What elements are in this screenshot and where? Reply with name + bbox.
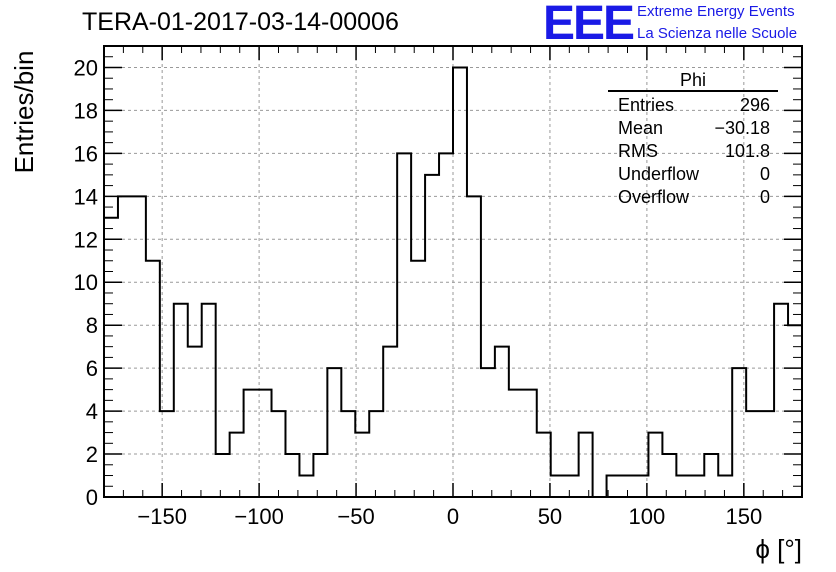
y-axis-label: Entries/bin (9, 51, 39, 174)
stat-label: RMS (618, 141, 658, 161)
x-tick-label: 0 (447, 504, 459, 529)
stat-row-overflow: Overflow 0 (608, 186, 778, 209)
y-tick-label: 2 (86, 442, 98, 467)
stat-label: Entries (618, 95, 675, 115)
stat-value: 0 (759, 164, 770, 184)
y-tick-label: 4 (86, 399, 98, 424)
y-tick-label: 8 (86, 313, 98, 338)
x-tick-label: −50 (337, 504, 374, 529)
stat-row-entries: Entries 296 (608, 94, 778, 117)
y-tick-label: 18 (74, 98, 98, 123)
histogram-outline (104, 66, 802, 498)
grid-lines (104, 46, 802, 498)
stat-value: 0 (759, 187, 770, 207)
x-tick-label: 150 (725, 504, 762, 529)
y-tick-label: 12 (74, 227, 98, 252)
x-tick-labels: −150 −100 −50 0 50 100 150 (137, 504, 762, 529)
stat-value: −30.18 (714, 118, 770, 138)
logo-line-1: Extreme Energy Events (637, 3, 795, 20)
y-tick-label: 14 (74, 184, 98, 209)
x-tick-label: −150 (137, 504, 187, 529)
stat-value: 296 (739, 95, 770, 115)
y-tick-label: 10 (74, 270, 98, 295)
stat-row-rms: RMS 101.8 (608, 140, 778, 163)
stats-title: Phi (608, 70, 778, 92)
stats-box: Phi Entries 296 Mean −30.18 RMS 101.8 Un… (608, 70, 778, 209)
x-tick-label: −100 (234, 504, 284, 529)
stat-label: Overflow (618, 187, 690, 207)
x-tick-label: 100 (629, 504, 666, 529)
y-tick-label: 20 (74, 55, 98, 80)
y-tick-labels: 0 2 4 6 8 10 12 14 16 18 20 (74, 55, 98, 510)
stat-label: Underflow (618, 164, 700, 184)
logo-line-2: La Scienza nelle Scuole (637, 25, 798, 42)
stat-value: 101.8 (724, 141, 770, 161)
stat-label: Mean (618, 118, 664, 138)
y-tick-label: 0 (86, 485, 98, 510)
stat-row-mean: Mean −30.18 (608, 117, 778, 140)
x-tick-label: 50 (538, 504, 562, 529)
plot-frame (103, 45, 803, 498)
stat-row-underflow: Underflow 0 (608, 163, 778, 186)
x-axis-label: ϕ [°] (755, 534, 802, 564)
eee-logo: EEE (543, 0, 635, 50)
y-tick-label: 6 (86, 356, 98, 381)
y-tick-label: 16 (74, 141, 98, 166)
chart-title: TERA-01-2017-03-14-00006 (82, 8, 399, 36)
